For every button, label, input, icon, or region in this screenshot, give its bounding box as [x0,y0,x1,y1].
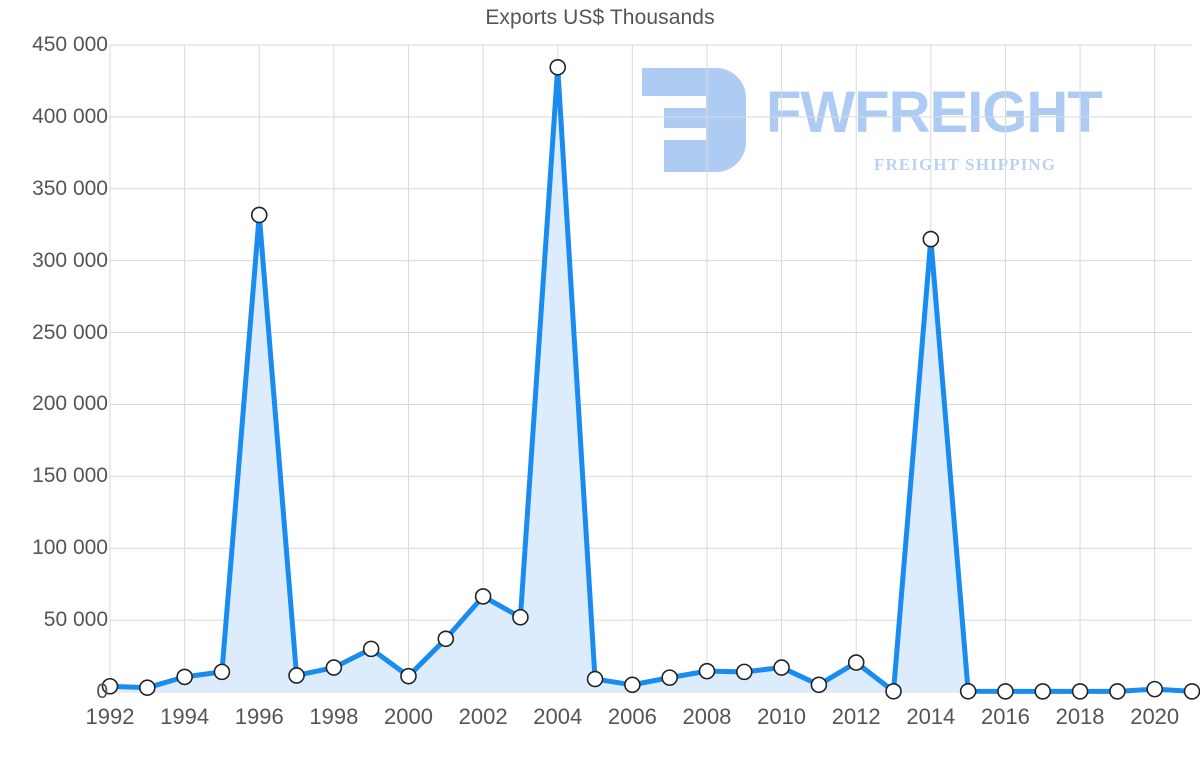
x-axis-tick-label: 2014 [906,704,956,729]
data-point-marker [176,668,193,686]
x-axis-tick-label: 2018 [1055,704,1105,729]
x-axis-tick-label: 1992 [85,704,135,729]
x-axis-tick-label: 2008 [682,704,732,729]
x-axis-tick-label: 2004 [533,704,583,729]
data-point-marker [549,58,567,76]
data-point-marker [400,667,417,685]
data-point-marker [325,659,343,676]
x-axis-tick-label: 2012 [831,704,881,729]
x-axis-tick-label: 1994 [160,704,210,729]
y-axis-tick-label: 400 000 [32,104,108,128]
data-point-marker [847,654,865,671]
data-point-marker [1109,683,1126,700]
data-point-marker [698,662,716,680]
data-point-markers [101,58,1200,700]
data-point-marker [810,676,828,694]
data-point-marker [101,677,119,695]
y-axis-tick-label: 250 000 [32,320,108,344]
data-point-marker [661,669,678,686]
data-point-marker [1034,683,1052,700]
data-point-marker [512,608,529,626]
data-point-marker [474,588,492,605]
data-point-marker [139,679,156,696]
x-axis-tick-label: 2016 [980,704,1030,729]
x-axis-tick-label: 2002 [458,704,508,729]
data-point-marker [288,667,305,684]
area-fill [110,67,1192,693]
x-axis-tick-label: 2020 [1130,704,1180,729]
x-axis-tick-label: 2000 [383,704,433,729]
data-point-marker [1146,680,1163,698]
y-axis-tick-label: 0 [96,680,108,703]
data-point-marker [213,663,231,681]
x-axis-tick-label: 2006 [607,704,657,729]
y-axis-tick-label: 150 000 [32,464,108,488]
y-axis-tick-label: 300 000 [32,248,108,272]
data-point-marker [997,683,1014,700]
data-point-marker [1183,683,1200,700]
data-point-marker [586,670,604,688]
data-point-marker [922,230,940,248]
chart-title: Exports US$ Thousands [485,6,715,29]
data-point-marker [885,682,902,700]
x-axis-tick-label: 2010 [757,704,807,729]
data-point-marker [362,640,380,658]
data-point-marker [1071,683,1089,700]
y-axis-tick-label: 200 000 [32,392,108,416]
y-axis-tick-label: 50 000 [43,608,108,632]
y-axis-tick-label: 100 000 [32,536,108,560]
data-point-marker [959,682,977,700]
y-axis-tick-label: 350 000 [32,176,108,200]
y-axis-tick-label: 450 000 [32,33,108,56]
data-point-marker [773,659,790,676]
x-axis-tick-label: 1996 [234,704,284,729]
x-axis-tick-label: 1998 [309,704,359,729]
data-point-marker [624,676,641,694]
data-point-marker [735,663,753,681]
data-point-marker [250,206,268,224]
data-point-marker [437,630,455,648]
